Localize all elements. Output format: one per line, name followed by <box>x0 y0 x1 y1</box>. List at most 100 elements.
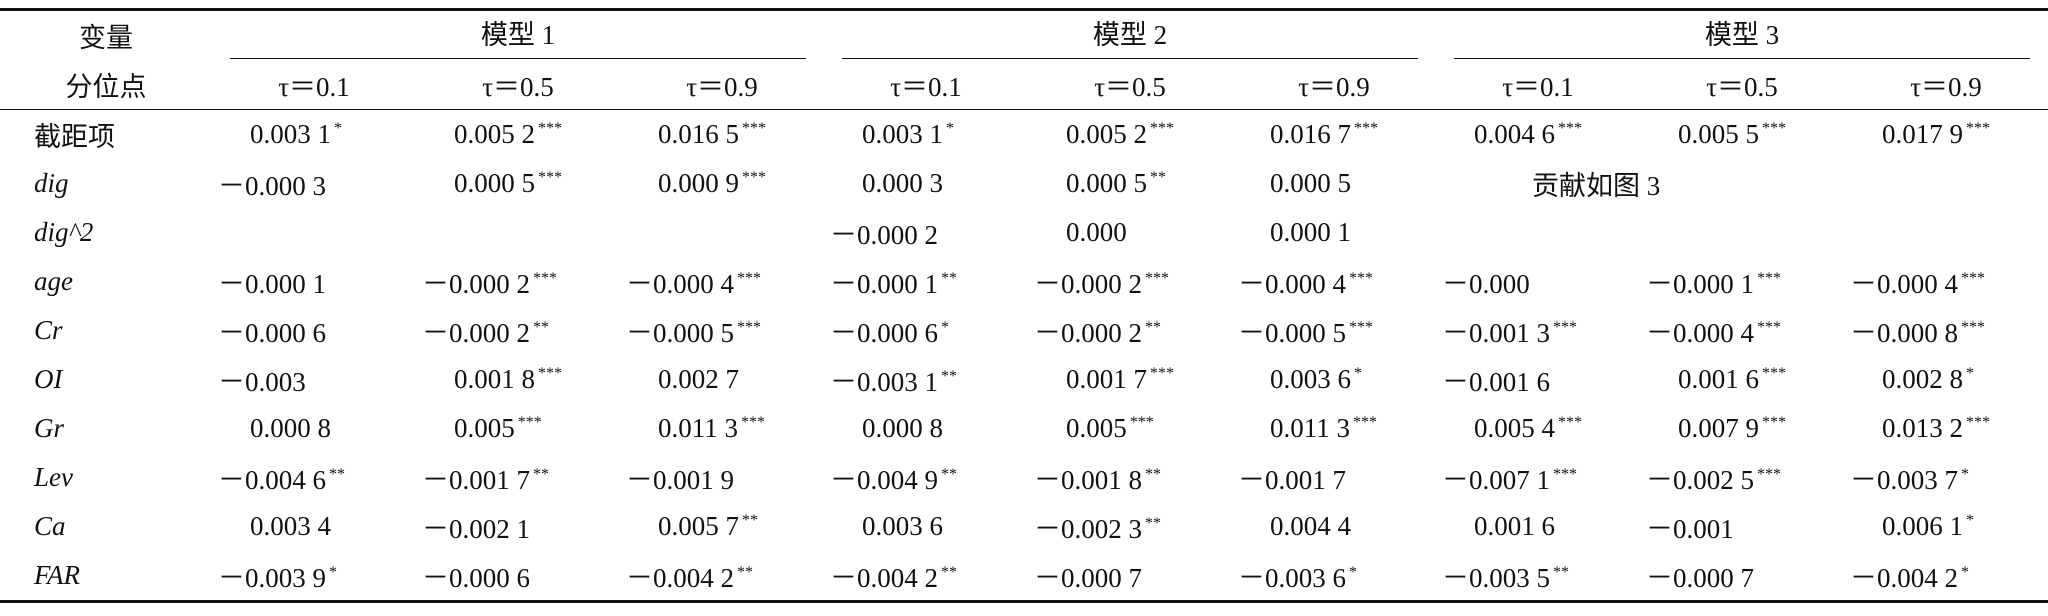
coefficient: －0.000 4 <box>1646 318 1754 348</box>
value-cell: －0.000 5 *** <box>620 306 824 355</box>
value-cell: 0.000 8 <box>862 413 943 443</box>
coefficient: －0.000 4 <box>1850 269 1958 299</box>
value-cell: 0.001 6 *** <box>1640 355 1844 404</box>
coefficient: －0.004 6 <box>218 465 326 495</box>
significance: ** <box>1150 169 1166 186</box>
row-label: OI <box>34 364 63 394</box>
coefficient: －0.000 1 <box>830 269 938 299</box>
value-cell: －0.000 5 *** <box>1232 306 1436 355</box>
row-label: age <box>34 266 73 296</box>
value-cell <box>1436 208 1640 257</box>
significance: *** <box>1762 120 1786 137</box>
value-cell <box>416 208 620 257</box>
tau-header: τ＝0.1 <box>212 60 416 110</box>
tau-header: τ＝0.9 <box>620 60 824 110</box>
value-cell: －0.003 9 * <box>212 551 416 603</box>
coefficient: －0.004 9 <box>830 465 938 495</box>
value-cell: －0.004 6 ** <box>212 453 416 502</box>
coefficient: 0.000 5 <box>1066 168 1147 198</box>
significance: * <box>941 319 949 336</box>
value-cell: 0.004 4 <box>1270 511 1351 541</box>
coefficient: 0.017 9 <box>1882 119 1963 149</box>
value-cell: －0.000 8 *** <box>1844 306 2048 355</box>
significance: *** <box>1961 270 1985 287</box>
significance: ** <box>1145 515 1161 532</box>
value-cell: 0.000 1 <box>1270 217 1351 247</box>
value-cell: －0.000 <box>1442 269 1530 299</box>
value-cell: 0.000 3 <box>862 168 943 198</box>
significance: *** <box>1966 414 1990 431</box>
significance: ** <box>533 466 549 483</box>
coefficient: 0.003 6 <box>1270 364 1351 394</box>
row-label: Cr <box>34 315 63 345</box>
value-cell: －0.003 1 ** <box>824 355 1028 404</box>
coefficient: 0.011 3 <box>1270 413 1350 443</box>
significance: *** <box>1762 365 1786 382</box>
model-title: 模型 1 <box>230 13 806 59</box>
table-row: OI －0.003 0.001 8 *** 0.002 7 －0.003 1 ** 0.001… <box>0 355 2048 404</box>
significance: *** <box>742 120 766 137</box>
header-cell: 分位点 <box>0 60 212 110</box>
coefficient: －0.000 4 <box>1238 269 1346 299</box>
value-cell: 0.000 8 <box>250 413 331 443</box>
value-cell: －0.000 1 *** <box>1640 257 1844 306</box>
value-cell: 0.000 5 *** <box>416 159 620 208</box>
table-row: 截距项 0.003 1 * 0.005 2 *** 0.016 5 *** 0.003 1 * 0… <box>0 110 2048 160</box>
row-label: dig^2 <box>34 217 94 247</box>
coefficient: 0.011 3 <box>658 413 738 443</box>
row-label: FAR <box>0 551 212 603</box>
value-cell: 0.007 9 *** <box>1640 404 1844 453</box>
coefficient: 0.006 1 <box>1882 511 1963 541</box>
significance: ** <box>737 564 753 581</box>
value-cell: 0.016 5 *** <box>620 110 824 160</box>
significance: * <box>946 120 954 137</box>
value-cell: －0.003 7 * <box>1844 453 2048 502</box>
coefficient: －0.003 9 <box>218 563 326 593</box>
coefficient: －0.000 4 <box>626 269 734 299</box>
tau-header: τ＝0.5 <box>1028 60 1232 110</box>
coefficient: 0.005 7 <box>658 511 739 541</box>
value-cell: －0.000 2 ** <box>416 306 620 355</box>
coefficient: 0.001 7 <box>1066 364 1147 394</box>
table-row: Cr －0.000 6 －0.000 2 ** －0.000 5 *** －0.000 6 *… <box>0 306 2048 355</box>
significance: *** <box>538 365 562 382</box>
regression-table: 变量 模型 1 模型 2 模型 3 分位点 τ＝0.1 τ＝0.5 τ＝0.9 τ＝0.1… <box>0 8 2048 603</box>
significance: *** <box>741 414 765 431</box>
table-body: 截距项 0.003 1 * 0.005 2 *** 0.016 5 *** 0.003 1 * 0… <box>0 110 2048 603</box>
coefficient: －0.003 7 <box>1850 465 1958 495</box>
significance: *** <box>517 414 542 431</box>
significance: *** <box>1150 120 1174 137</box>
table-row: FAR －0.003 9 * －0.000 6 －0.004 2 ** －0.004 2 **… <box>0 551 2048 603</box>
significance: *** <box>1757 319 1781 336</box>
coefficient: 0.005 2 <box>1066 119 1147 149</box>
significance: * <box>334 120 342 137</box>
coefficient: －0.000 2 <box>422 269 530 299</box>
value-cell: －0.000 6 <box>416 551 620 603</box>
coefficient: 0.013 2 <box>1882 413 1963 443</box>
coefficient: 0.001 6 <box>1678 364 1759 394</box>
value-cell: －0.004 2 ** <box>824 551 1028 603</box>
coefficient: 0.005 4 <box>1474 413 1555 443</box>
table-row: Gr 0.000 8 0.005 *** 0.011 3 *** 0.000 8 0.005 *… <box>0 404 2048 453</box>
coefficient: －0.000 5 <box>626 318 734 348</box>
row-label: dig <box>34 168 69 198</box>
value-cell: －0.003 <box>218 367 306 397</box>
significance: *** <box>1553 466 1577 483</box>
value-cell: 0.011 3 *** <box>1232 404 1436 453</box>
significance: ** <box>742 512 758 529</box>
model-title: 模型 2 <box>842 13 1418 59</box>
value-cell: －0.001 9 <box>626 465 734 495</box>
coefficient: 0.016 7 <box>1270 119 1351 149</box>
header-row: 分位点 τ＝0.1 τ＝0.5 τ＝0.9 τ＝0.1 τ＝0.5 τ＝0.9 τ＝0.1 τ… <box>0 60 2048 110</box>
value-cell: －0.001 7 ** <box>416 453 620 502</box>
significance: *** <box>1553 319 1577 336</box>
value-cell: －0.001 8 ** <box>1028 453 1232 502</box>
coefficient: －0.000 2 <box>422 318 530 348</box>
value-cell: 0.002 8 * <box>1844 355 2048 404</box>
value-cell: 0.005 4 *** <box>1436 404 1640 453</box>
significance: ** <box>941 466 957 483</box>
value-cell: 0.000 5 ** <box>1028 159 1232 208</box>
model-header: 模型 2 <box>824 8 1436 60</box>
table-row: Ca 0.003 4 －0.002 1 0.005 7 ** 0.003 6 －0.002 … <box>0 502 2048 551</box>
significance: ** <box>1145 466 1161 483</box>
